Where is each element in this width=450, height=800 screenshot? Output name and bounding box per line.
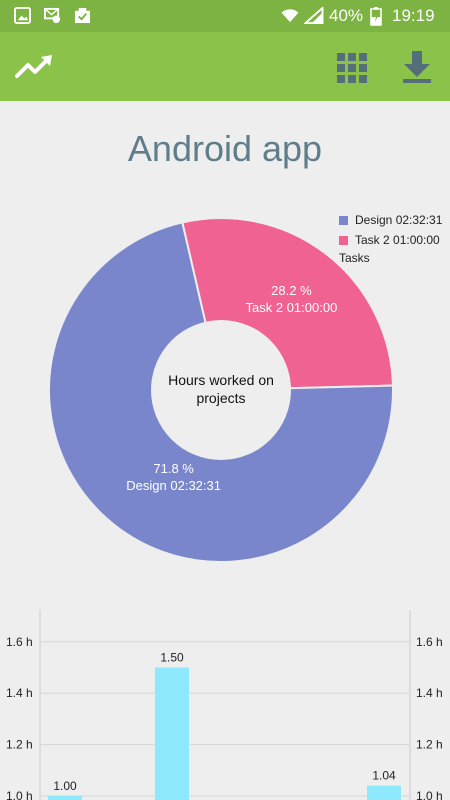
y-tick-label-left: 1.0 h [6, 789, 33, 800]
y-tick-label-right: 1.0 h [416, 789, 443, 800]
legend-item-design: Design 02:32:31 [339, 213, 442, 233]
pie-center-text-line-1: Hours worked on [168, 372, 274, 388]
pie-center-text-line-2: projects [196, 390, 245, 406]
bar[interactable] [367, 785, 401, 800]
trending-up-icon[interactable] [14, 52, 56, 80]
pie-chart[interactable]: Hours worked on projects 28.2 % Task 2 01… [0, 190, 450, 580]
bar-value-label: 1.00 [53, 779, 77, 793]
pie-slice-label: Task 2 01:00:00 [246, 300, 338, 315]
pie-legend: Design 02:32:31 Task 2 01:00:00 Tasks [339, 213, 442, 271]
y-tick-label-left: 1.6 h [6, 635, 33, 649]
wifi-icon [281, 9, 299, 23]
bar[interactable] [155, 667, 189, 800]
clock: 19:19 [392, 6, 435, 25]
image-notification-icon [14, 7, 31, 24]
pie-slice-label: Design 02:32:31 [126, 478, 221, 493]
battery-percent: 40% [329, 6, 364, 25]
bar-chart[interactable]: 1.0 h 1.0 h 1.2 h 1.2 h 1.4 h 1.4 h 1.6 h 1.6 h… [0, 600, 450, 800]
legend-swatch [339, 216, 348, 225]
battery-charging-icon [370, 7, 382, 26]
pie-percent-label: 28.2 % [271, 283, 312, 298]
bar-value-label: 1.50 [160, 651, 184, 665]
signal-icon [304, 7, 324, 24]
y-tick-label-right: 1.4 h [416, 686, 443, 700]
bar[interactable] [48, 796, 82, 800]
legend-title: Tasks [339, 251, 370, 265]
legend-item-task2: Task 2 01:00:00 [339, 233, 442, 253]
y-tick-label-left: 1.4 h [6, 686, 33, 700]
legend-label: Task 2 01:00:00 [355, 233, 440, 247]
pie-percent-label: 71.8 % [153, 461, 194, 476]
app-toolbar [0, 32, 450, 101]
legend-label: Design 02:32:31 [355, 213, 443, 227]
y-tick-label-right: 1.6 h [416, 635, 443, 649]
grid-icon[interactable] [336, 52, 368, 84]
bar-value-label: 1.04 [372, 769, 396, 783]
download-icon[interactable] [402, 50, 432, 84]
task-done-icon [74, 7, 91, 24]
page-title: Android app [127, 128, 323, 169]
status-bar: 40% 19:19 [0, 0, 450, 32]
legend-swatch [339, 236, 348, 245]
y-tick-label-right: 1.2 h [416, 738, 443, 752]
y-tick-label-left: 1.2 h [6, 738, 33, 752]
mail-sync-icon [44, 7, 61, 24]
